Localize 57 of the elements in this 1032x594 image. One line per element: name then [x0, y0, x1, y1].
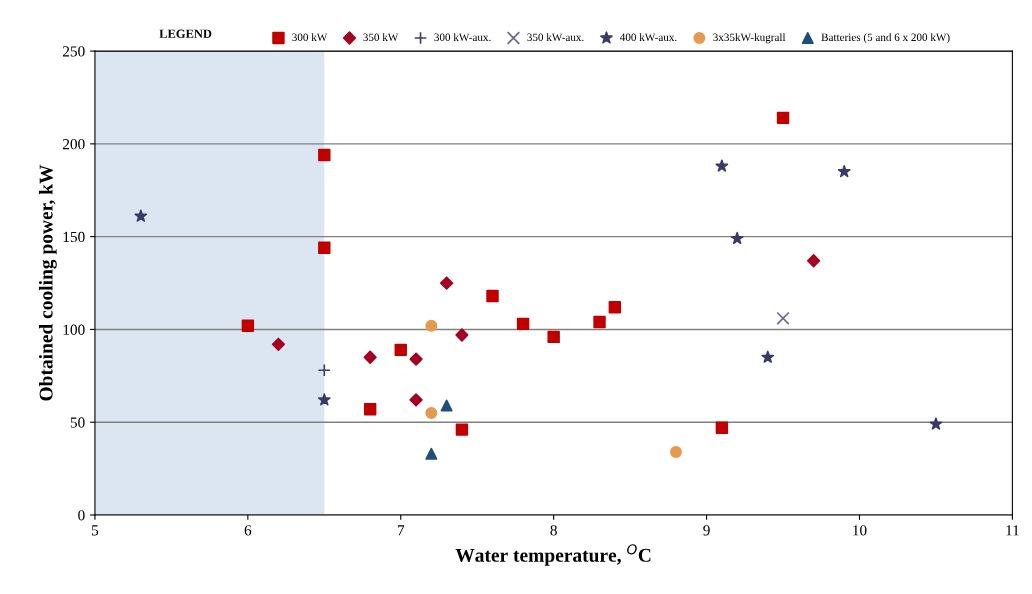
point	[425, 447, 438, 460]
legend-label: 350 kW	[363, 33, 399, 42]
point	[837, 165, 851, 178]
x-tick-label: 9	[703, 525, 710, 536]
legend-label: 350 kW-aux.	[527, 33, 584, 42]
legend-label: Batteries (5 and 6 x 200 kW)	[821, 33, 950, 44]
x-tick-label: 8	[550, 525, 557, 536]
x-tick-label: 10	[853, 525, 867, 536]
point	[318, 241, 331, 254]
point	[394, 343, 407, 357]
point	[425, 319, 438, 332]
y-axis-title: Obtained cooling power, kW	[38, 164, 57, 401]
point	[608, 300, 622, 314]
point	[486, 289, 499, 303]
point	[409, 352, 423, 366]
y-tick-label: 200	[62, 139, 85, 150]
point	[547, 330, 560, 344]
point	[593, 315, 606, 329]
point	[806, 254, 821, 268]
x-tick-label: 7	[397, 525, 405, 536]
point	[439, 276, 454, 290]
point	[317, 393, 331, 406]
y-tick-label: 0	[78, 510, 85, 521]
point	[776, 111, 790, 125]
point	[715, 159, 729, 172]
point	[776, 311, 790, 325]
y-tick-label: 250	[62, 46, 85, 57]
point	[363, 403, 377, 416]
point	[455, 328, 469, 342]
point	[929, 417, 943, 430]
point	[241, 319, 255, 332]
x-axis-title: Water temperature, $^{O}$C	[455, 544, 651, 566]
legend-label: 300 kW	[292, 33, 328, 42]
x-tick-label: 5	[92, 525, 99, 536]
point	[134, 209, 148, 222]
point	[730, 231, 744, 245]
point	[318, 148, 331, 162]
y-tick-label: 50	[70, 417, 85, 428]
y-tick-label: 150	[63, 231, 85, 243]
point	[670, 445, 682, 458]
point	[409, 393, 423, 407]
x-tick-label: 11	[1006, 525, 1019, 536]
point	[317, 363, 331, 377]
point	[516, 317, 530, 331]
point	[425, 406, 438, 419]
point	[271, 337, 286, 351]
legend-label: 3x35kW-kugrall	[713, 33, 786, 44]
point	[363, 350, 377, 364]
point	[455, 423, 469, 436]
legend-label: 300 kW-aux.	[434, 33, 491, 42]
y-tick-label: 100	[63, 324, 85, 335]
legend-label: 400 kW-aux.	[619, 33, 677, 42]
legend-title: LEGEND	[159, 29, 212, 38]
point	[440, 399, 453, 412]
x-tick-label: 6	[244, 525, 252, 536]
point	[761, 350, 775, 363]
point	[715, 421, 729, 434]
